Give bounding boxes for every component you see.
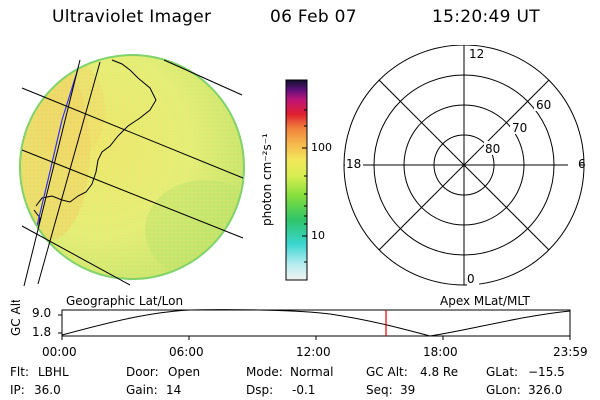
coastline (35, 59, 157, 207)
colorbar: photon cm⁻²s⁻¹ (262, 79, 308, 281)
instrument-title: Ultraviolet Imager (52, 7, 212, 27)
status-dsp-value: -0.1 (292, 383, 316, 397)
status-door-value: Open (168, 365, 201, 379)
status-gain-value: 14 (166, 383, 182, 397)
lat-label-60: 60 (536, 98, 552, 112)
status-flt-label: Flt: (10, 365, 29, 379)
lat-label-70: 70 (512, 121, 528, 135)
status-flt-value: LBHL (38, 365, 69, 379)
status-glat-label: GLat: (486, 365, 519, 379)
time-tick-1200: 12:00 (296, 345, 331, 359)
alt-tick-9: 9.0 (32, 306, 52, 320)
mlt-label-6: 6 (578, 157, 586, 171)
status-dsp-label: Dsp: (246, 383, 274, 397)
time-tick-0000: 00:00 (42, 345, 77, 359)
status-gcalt-value: 4.8 Re (420, 365, 459, 379)
polar-plot (343, 45, 585, 286)
altitude-panel: GC Alt (9, 300, 571, 340)
apex-grid-label: Apex MLat/MLT (440, 294, 530, 308)
status-seq-value: 39 (400, 383, 416, 397)
geo-grid (21, 59, 244, 287)
observation-time: 15:20:49 UT (432, 7, 540, 27)
lat-label-80: 80 (485, 142, 501, 156)
status-seq-label: Seq: (366, 383, 393, 397)
mlt-label-0: 0 (467, 272, 475, 286)
earth-disk (20, 55, 244, 279)
status-mode-label: Mode: (246, 365, 283, 379)
status-door-label: Door: (126, 365, 159, 379)
altitude-curve (61, 309, 571, 337)
altitude-axis-title: GC Alt (9, 300, 23, 336)
status-glat-value: −15.5 (528, 365, 565, 379)
status-gcalt-label: GC Alt: (366, 365, 408, 379)
colorbar-tick-10: 10 (311, 229, 325, 242)
colorbar-unit-label: photon cm⁻²s⁻¹ (262, 133, 274, 226)
status-glon-label: GLon: (486, 383, 521, 397)
disk-rim (19, 54, 245, 280)
status-mode-value: Normal (290, 365, 334, 379)
time-tick-1800: 18:00 (423, 345, 458, 359)
colorbar-tick-100: 100 (311, 141, 332, 154)
observation-date: 06 Feb 07 (270, 7, 357, 27)
status-gain-label: Gain: (126, 383, 158, 397)
mlt-label-18: 18 (346, 157, 362, 171)
mlt-label-12: 12 (469, 47, 485, 61)
status-glon-value: 326.0 (528, 383, 563, 397)
uv-image-panel (19, 54, 245, 287)
time-tick-0600: 06:00 (169, 345, 204, 359)
status-ip-label: IP: (10, 383, 25, 397)
time-tick-2359: 23:59 (553, 345, 588, 359)
alt-tick-1-8: 1.8 (32, 325, 52, 339)
status-ip-value: 36.0 (34, 383, 61, 397)
geographic-grid-label: Geographic Lat/Lon (66, 294, 184, 308)
